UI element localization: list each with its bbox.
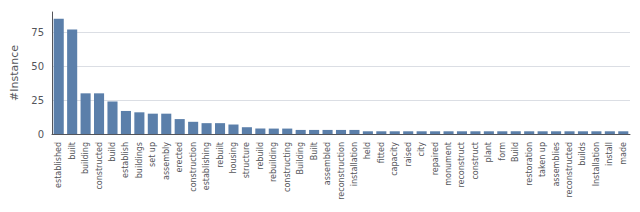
svg-text:Built: Built [310,142,319,160]
svg-text:reconstruction: reconstruction [337,142,346,200]
svg-text:constructing: constructing [283,142,292,192]
svg-text:held: held [363,142,372,159]
svg-text:structure: structure [242,142,251,178]
svg-text:0: 0 [38,129,44,140]
svg-text:established: established [54,142,63,188]
svg-text:set up: set up [148,142,157,167]
svg-text:reconstructed: reconstructed [565,142,574,198]
svg-text:restoration: restoration [525,142,534,186]
svg-text:monument: monument [444,142,453,186]
svg-text:25: 25 [31,95,44,106]
svg-text:rebuilding: rebuilding [269,142,278,182]
svg-text:#Instance: #Instance [8,45,21,101]
svg-text:buildings: buildings [135,142,144,178]
svg-text:builds: builds [578,142,587,166]
svg-text:construction: construction [189,142,198,192]
svg-text:rebuild: rebuild [256,142,265,170]
svg-text:construct: construct [471,142,480,180]
svg-text:assembled: assembled [323,142,332,185]
svg-text:building: building [81,142,90,174]
svg-text:installation: installation [350,142,359,186]
svg-text:Building: Building [296,142,305,174]
svg-text:repaired: repaired [431,142,440,175]
svg-text:plant: plant [484,142,493,162]
svg-text:establish: establish [121,142,130,178]
svg-text:fitted: fitted [377,142,386,163]
svg-text:raised: raised [404,142,413,167]
svg-text:establishing: establishing [202,142,211,190]
svg-text:Installation: Installation [592,142,601,186]
svg-text:erected: erected [175,142,184,173]
svg-text:50: 50 [31,61,44,72]
svg-text:reconstruct: reconstruct [457,142,466,188]
svg-text:constructed: constructed [95,142,104,190]
svg-text:assemblies: assemblies [552,142,561,187]
svg-text:install: install [605,142,614,166]
svg-text:built: built [68,142,77,160]
svg-text:capacity: capacity [390,142,399,176]
svg-text:rebuilt: rebuilt [216,142,225,168]
svg-text:Build: Build [511,142,520,162]
svg-text:housing: housing [229,142,238,174]
svg-text:city: city [417,142,426,157]
svg-text:75: 75 [31,27,44,38]
svg-text:form: form [498,142,507,161]
svg-text:assembly: assembly [162,142,171,180]
svg-text:made: made [619,142,628,165]
svg-text:taken up: taken up [538,142,547,177]
svg-text:build: build [108,142,117,162]
